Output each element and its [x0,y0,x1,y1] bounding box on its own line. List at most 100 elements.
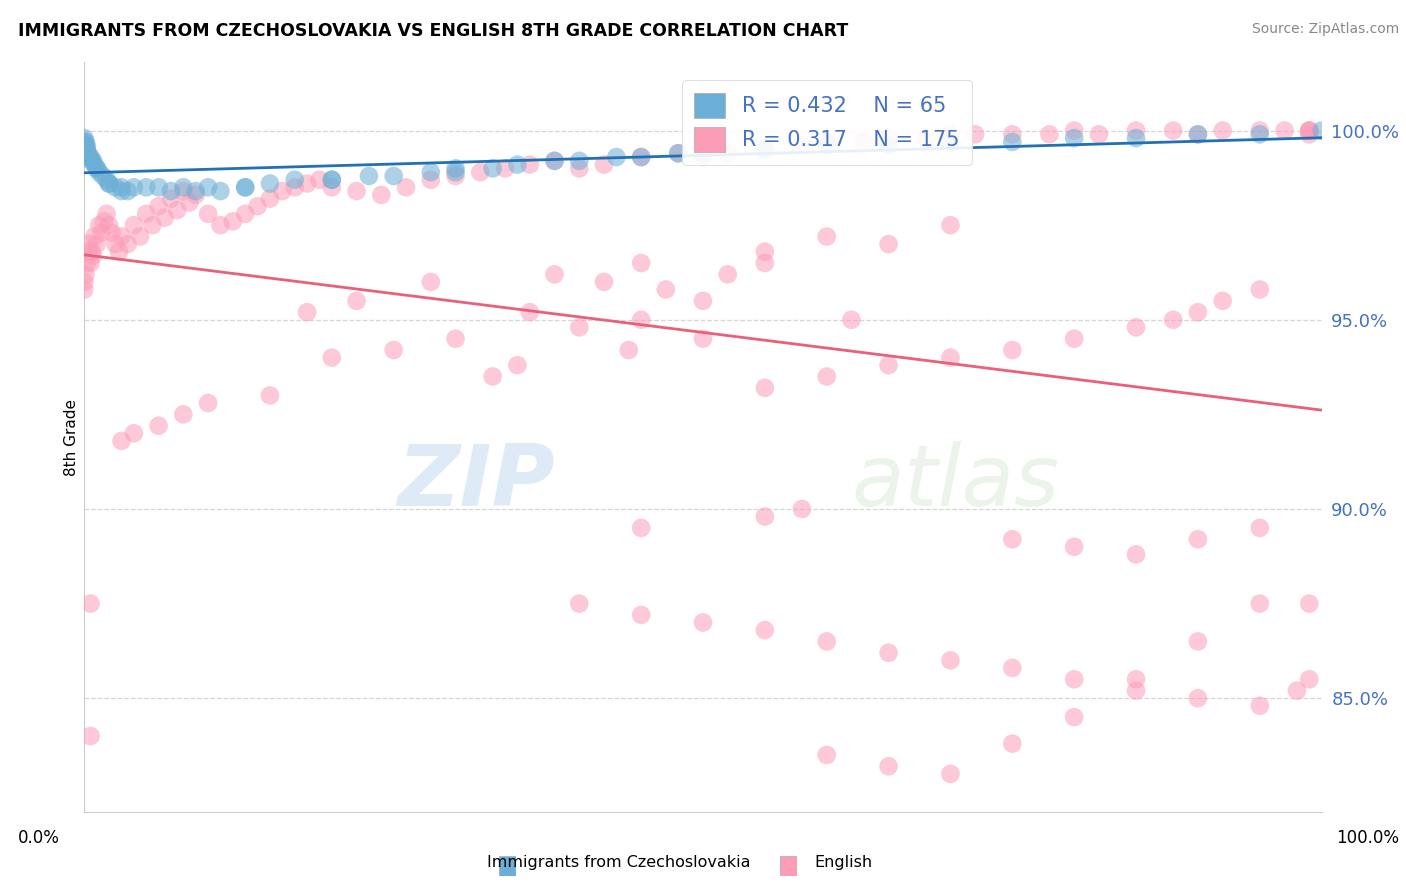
Point [284,173,307,187]
Point [1187,691,1209,706]
Point [104,180,127,194]
Point [444,165,467,179]
Point [815,138,838,153]
Point [80,153,103,168]
Point [754,244,776,259]
Point [82,248,104,262]
Point [1249,283,1271,297]
Point [1298,597,1320,611]
Point [877,237,900,252]
Point [630,150,652,164]
Point [172,180,194,194]
Point [110,434,132,448]
Point [321,173,343,187]
Point [877,646,900,660]
Text: English: English [814,855,873,870]
Point [96,173,118,187]
Point [1125,131,1147,145]
Point [1249,698,1271,713]
Point [357,169,380,183]
Point [481,369,503,384]
Point [110,184,132,198]
Point [939,218,962,232]
Point [754,143,776,157]
Point [197,396,219,410]
Point [692,615,714,630]
Point [80,244,103,259]
Point [1298,123,1320,137]
Point [122,218,145,232]
Point [76,138,98,153]
Point [630,256,652,270]
Point [295,177,318,191]
Point [815,135,838,149]
Point [346,293,368,308]
Point [717,146,740,161]
Point [209,218,232,232]
Point [1298,128,1320,142]
Point [100,226,122,240]
Point [197,207,219,221]
Point [1249,521,1271,535]
Point [1298,123,1320,137]
Point [246,199,269,213]
Point [83,229,105,244]
Point [79,150,101,164]
Point [1001,661,1024,675]
Point [73,146,96,161]
Point [754,381,776,395]
Point [86,161,108,176]
Point [666,146,689,161]
Point [259,388,281,402]
Point [1063,123,1085,137]
Point [605,150,627,164]
Point [98,218,121,232]
Point [96,207,118,221]
Point [222,214,245,228]
Legend: R = 0.432    N = 65, R = 0.317    N = 175: R = 0.432 N = 65, R = 0.317 N = 175 [682,80,972,164]
Point [568,161,591,176]
Point [852,135,875,149]
Point [568,153,591,168]
Point [692,332,714,346]
Point [79,150,101,164]
Point [1001,343,1024,357]
Point [790,502,813,516]
Point [630,607,652,622]
Point [153,211,176,225]
Text: IMMIGRANTS FROM CZECHOSLOVAKIA VS ENGLISH 8TH GRADE CORRELATION CHART: IMMIGRANTS FROM CZECHOSLOVAKIA VS ENGLIS… [18,22,849,40]
Point [148,199,170,213]
Point [630,150,652,164]
Point [692,146,714,161]
Point [233,180,256,194]
Point [1310,123,1333,137]
Point [395,180,418,194]
Point [184,184,207,198]
Point [93,214,115,228]
Point [1001,128,1024,142]
Point [233,207,256,221]
Point [419,173,441,187]
Point [90,226,112,240]
Point [444,161,467,176]
Point [135,180,157,194]
Point [666,146,689,161]
Point [1212,123,1234,137]
Point [630,312,652,326]
Point [160,184,183,198]
Point [321,180,343,194]
Point [75,138,97,153]
Point [444,332,467,346]
Point [110,229,132,244]
Point [89,165,111,179]
Point [754,256,776,270]
Point [382,169,405,183]
Point [1187,533,1209,547]
Point [346,184,368,198]
Point [1212,293,1234,308]
Point [91,169,114,183]
Text: 100.0%: 100.0% [1336,829,1399,847]
Point [1125,548,1147,562]
Point [135,207,157,221]
Point [939,767,962,781]
